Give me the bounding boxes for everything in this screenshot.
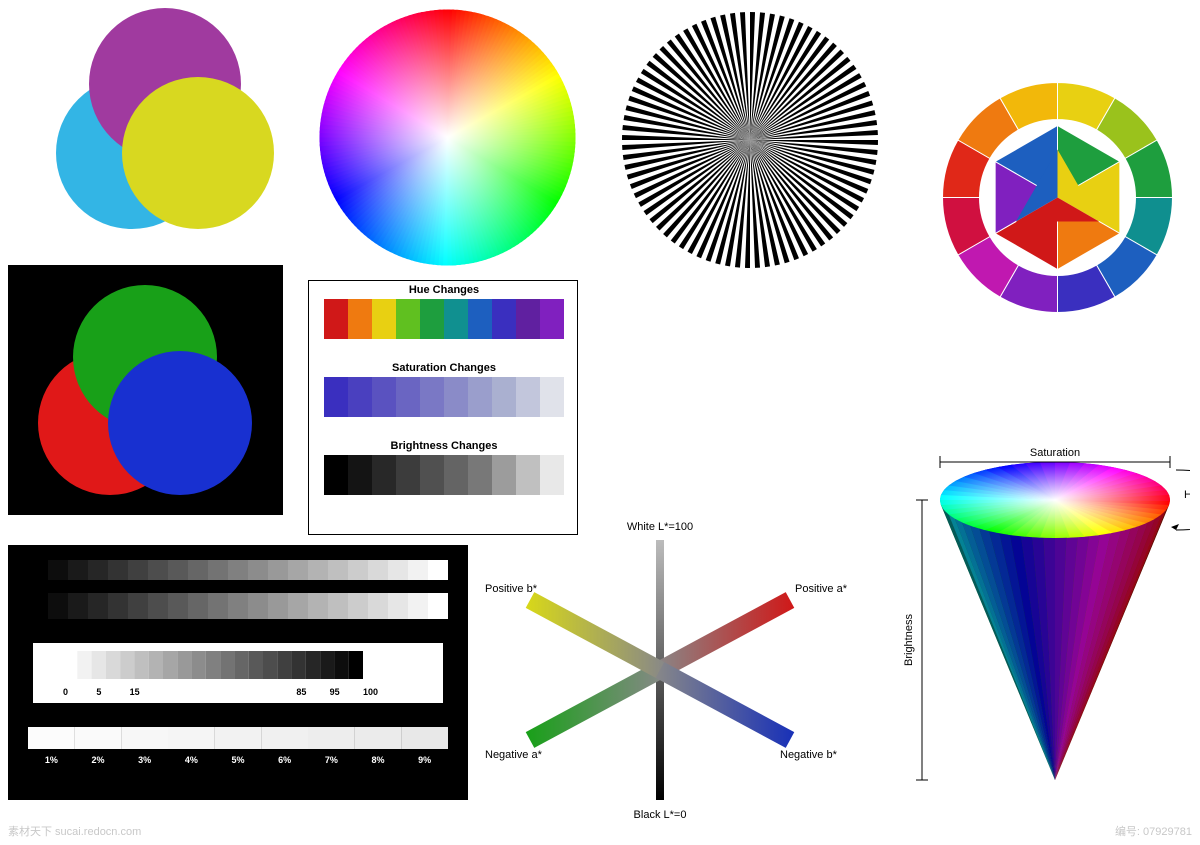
svg-text:100: 100 [363, 687, 378, 697]
rgb-venn [8, 265, 283, 515]
svg-text:6%: 6% [278, 755, 291, 765]
svg-text:5: 5 [96, 687, 101, 697]
watermark-left: 素材天下 sucai.redocn.com [8, 823, 141, 839]
svg-text:4%: 4% [185, 755, 198, 765]
lab-axes: White L*=100 Black L*=0 Positive a* Negativ… [470, 500, 850, 830]
svg-text:9%: 9% [418, 755, 431, 765]
svg-text:Saturation: Saturation [1030, 447, 1080, 459]
svg-text:Brightness: Brightness [903, 614, 915, 666]
svg-text:Black L*=0: Black L*=0 [634, 809, 687, 821]
svg-text:Positive a*: Positive a* [795, 583, 848, 595]
svg-text:15: 15 [130, 687, 140, 697]
svg-text:95: 95 [330, 687, 340, 697]
hsb-strips-panel: Hue Changes Saturation Changes Brightness … [308, 280, 578, 535]
svg-text:Hue Changes: Hue Changes [409, 284, 479, 296]
segmented-color-wheel [940, 80, 1175, 315]
svg-text:3%: 3% [138, 755, 151, 765]
svg-text:2%: 2% [91, 755, 104, 765]
svg-text:White L*=100: White L*=100 [627, 521, 693, 533]
svg-text:Negative a*: Negative a* [485, 749, 543, 761]
svg-text:5%: 5% [231, 755, 244, 765]
cmy-venn [40, 8, 290, 238]
svg-text:1%: 1% [45, 755, 58, 765]
gray-calibration: 0 5 15 85 95 100 1% 2% 3% 4% 5% 6% 7% 8% 9% [8, 545, 468, 800]
svg-text:Hue: Hue [1184, 489, 1190, 501]
svg-text:8%: 8% [371, 755, 384, 765]
radial-sunburst [620, 10, 880, 270]
svg-text:7%: 7% [325, 755, 338, 765]
svg-text:Negative b*: Negative b* [780, 749, 838, 761]
svg-text:0: 0 [63, 687, 68, 697]
svg-text:Positive b*: Positive b* [485, 583, 538, 595]
svg-text:85: 85 [296, 687, 306, 697]
svg-text:Saturation Changes: Saturation Changes [392, 362, 496, 374]
hsv-wheel [315, 5, 580, 270]
watermark-right: 编号: 07929781 [1115, 823, 1192, 839]
svg-text:Brightness Changes: Brightness Changes [391, 440, 498, 452]
hsb-cone: Saturation Hue Brightness [870, 430, 1190, 810]
